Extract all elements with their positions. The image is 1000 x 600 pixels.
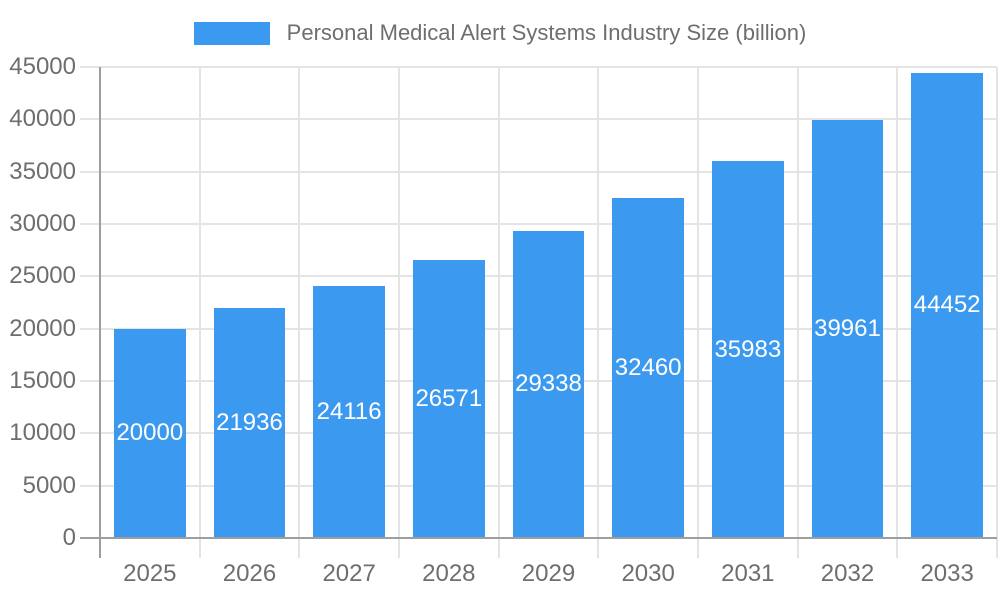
legend-label: Personal Medical Alert Systems Industry … [286,20,807,45]
y-axis-tick-mark [80,484,100,487]
x-axis-tick-mark [198,538,201,558]
x-axis-tick-mark [497,538,500,558]
y-axis-tick-label: 10000 [9,419,76,447]
gridline-vertical [497,67,500,538]
gridline-vertical [198,67,201,538]
x-axis-tick-mark [796,538,799,558]
bar-2025[interactable] [113,328,186,538]
x-axis-tick-label: 2031 [721,560,775,587]
gridline-vertical [996,67,998,538]
y-axis-tick-label: 20000 [9,314,76,342]
legend-swatch [193,21,270,45]
y-axis-tick-label: 40000 [9,105,76,133]
bar-2027[interactable] [313,285,386,538]
bar-2030[interactable] [612,198,685,538]
y-axis-tick-mark [80,327,100,330]
y-axis-tick-label: 45000 [9,53,76,80]
y-axis-tick-label: 15000 [9,367,76,394]
gridline-vertical [896,67,899,538]
x-axis-tick-label: 2026 [222,560,277,587]
chart-legend[interactable]: Personal Medical Alert Systems Industry … [0,20,1000,46]
gridline-horizontal [100,118,997,121]
x-axis-tick-mark [398,538,400,558]
gridline-horizontal [100,170,997,173]
gridline-horizontal [100,223,997,225]
x-axis-tick-mark [597,538,600,558]
gridline-horizontal [100,66,997,68]
x-axis-tick-mark [298,538,301,558]
y-axis-tick-mark [80,380,100,382]
y-axis-tick-mark [80,118,100,121]
x-axis-tick-label: 2032 [820,560,875,587]
y-axis-tick-mark [80,66,100,68]
plot-area: 20000 21936 24116 26571 29338 32460 35983 39961… [80,66,998,558]
x-axis-tick-mark [697,538,699,558]
x-axis-line [80,537,997,539]
x-axis-tick-label: 2033 [920,560,974,587]
y-axis-tick-label: 30000 [9,210,76,237]
gridline-vertical [398,67,400,538]
bar-2031[interactable] [711,161,784,538]
y-axis-tick-mark [80,223,100,225]
x-axis-tick-label: 2025 [123,560,177,587]
bar-2033[interactable] [911,72,984,538]
bar-2032[interactable] [811,119,884,538]
x-axis-tick-mark [996,538,998,558]
bar-2029[interactable] [512,230,585,538]
y-axis-line [99,67,101,558]
bar-2028[interactable] [412,259,485,538]
y-axis-tick-mark [80,170,100,173]
gridline-vertical [298,67,301,538]
y-axis-tick-label: 0 [62,524,76,551]
y-axis-tick-label: 35000 [9,157,76,185]
gridline-vertical [597,67,600,538]
gridline-vertical [697,67,699,538]
gridline-vertical [796,67,799,538]
x-axis-tick-label: 2030 [621,560,675,587]
x-axis-tick-label: 2027 [322,560,376,587]
y-axis-tick-label: 25000 [9,262,76,290]
y-axis-tick-mark [80,432,100,435]
y-axis-tick-label: 5000 [22,471,76,499]
x-axis-tick-label: 2028 [422,560,476,587]
bar-2026[interactable] [213,308,286,538]
x-axis-tick-mark [896,538,899,558]
y-axis-tick-mark [80,275,100,278]
x-axis-tick-label: 2029 [521,560,576,587]
